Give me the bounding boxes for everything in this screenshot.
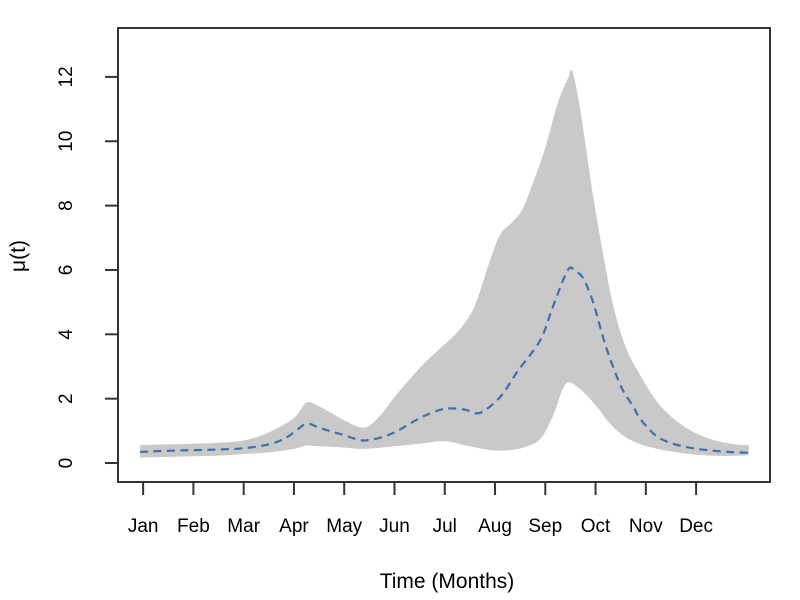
x-tick-label: Apr <box>279 516 309 537</box>
x-axis-title: Time (Months) <box>380 570 515 593</box>
x-tick-label: Feb <box>177 516 210 537</box>
x-tick-label: Aug <box>478 516 512 537</box>
mean-line <box>138 266 749 454</box>
y-tick-label: 4 <box>56 329 77 340</box>
x-tick-label: Oct <box>581 516 611 537</box>
x-tick-label: Jun <box>379 516 410 537</box>
x-tick-label: Jan <box>128 516 159 537</box>
x-tick-label: May <box>326 516 362 537</box>
y-axis-title: μ(t) <box>7 240 30 272</box>
y-tick-label: 10 <box>56 131 77 152</box>
x-tick-label: Sep <box>528 516 562 537</box>
y-tick-label: 6 <box>56 265 77 276</box>
confidence-band-layer <box>140 69 749 458</box>
y-tick-label: 8 <box>56 200 77 211</box>
confidence-band <box>140 69 749 458</box>
x-tick-label: Nov <box>629 516 663 537</box>
y-tick-label: 0 <box>56 458 77 469</box>
y-tick-label: 2 <box>56 393 77 404</box>
x-tick-label: Mar <box>227 516 260 537</box>
axis-layer: Jan Feb Mar Apr May Jun Jul Aug Sep Oct Nov Dec 0 2 4 6… <box>56 27 771 537</box>
x-tick-label: Jul <box>433 516 457 537</box>
x-tick-label: Dec <box>679 516 713 537</box>
mean-line-layer <box>138 266 749 454</box>
y-tick-label: 12 <box>56 66 77 87</box>
